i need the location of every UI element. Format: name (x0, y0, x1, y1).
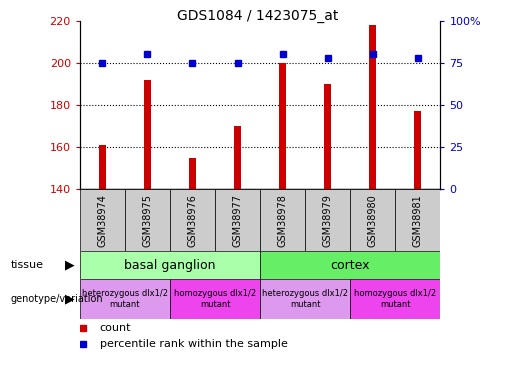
Bar (170, 189, 215, 251)
Text: ▶: ▶ (65, 259, 75, 272)
Text: homozygous dlx1/2
mutant: homozygous dlx1/2 mutant (354, 290, 436, 309)
Text: GSM38980: GSM38980 (368, 194, 377, 247)
Text: genotype/variation: genotype/variation (10, 294, 103, 304)
Bar (415, 111, 421, 375)
Text: tissue: tissue (10, 260, 43, 270)
Bar (80, 189, 125, 251)
Text: cortex: cortex (331, 259, 370, 272)
Text: GDS1084 / 1423075_at: GDS1084 / 1423075_at (177, 9, 338, 23)
Text: basal ganglion: basal ganglion (124, 259, 216, 272)
Text: GSM38978: GSM38978 (278, 194, 287, 247)
Bar (260, 251, 440, 279)
Bar (305, 189, 350, 251)
Text: GSM38975: GSM38975 (143, 194, 152, 247)
Bar (99, 145, 106, 375)
Bar (125, 189, 170, 251)
Bar (260, 189, 305, 251)
Bar (396, 189, 440, 251)
Bar (324, 84, 331, 375)
Text: homozygous dlx1/2
mutant: homozygous dlx1/2 mutant (174, 290, 256, 309)
Bar (350, 279, 440, 319)
Text: GSM38979: GSM38979 (323, 194, 333, 247)
Bar (260, 279, 350, 319)
Text: GSM38977: GSM38977 (233, 194, 243, 247)
Text: percentile rank within the sample: percentile rank within the sample (100, 339, 287, 349)
Text: ▶: ▶ (65, 292, 75, 306)
Text: GSM38976: GSM38976 (187, 194, 197, 247)
Bar (234, 126, 241, 375)
Text: count: count (100, 323, 131, 333)
Bar (350, 189, 396, 251)
Bar (80, 279, 170, 319)
Bar (189, 158, 196, 375)
Bar (144, 80, 151, 375)
Bar (215, 189, 260, 251)
Bar (369, 25, 376, 375)
Text: GSM38981: GSM38981 (413, 194, 423, 247)
Text: heterozygous dlx1/2
mutant: heterozygous dlx1/2 mutant (82, 290, 168, 309)
Bar (80, 251, 260, 279)
Text: heterozygous dlx1/2
mutant: heterozygous dlx1/2 mutant (262, 290, 348, 309)
Bar (170, 279, 260, 319)
Bar (279, 63, 286, 375)
Text: GSM38974: GSM38974 (97, 194, 107, 247)
